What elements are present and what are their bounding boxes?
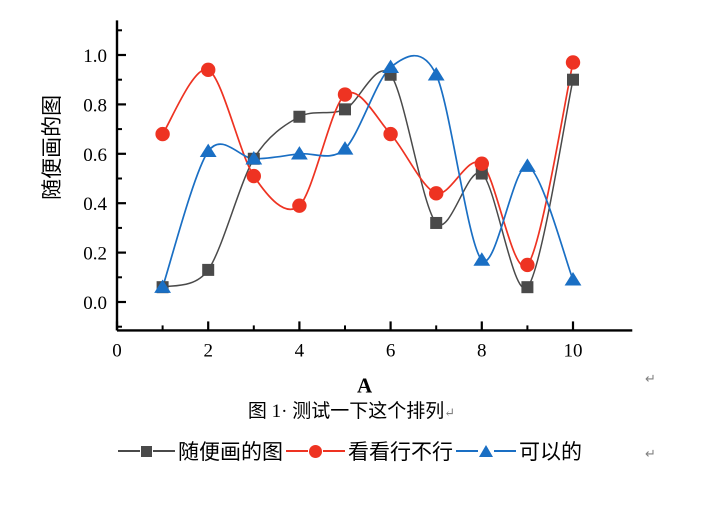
paragraph-mark-icon-2: ↵ bbox=[645, 446, 656, 461]
legend-line-series-1-right bbox=[153, 450, 175, 452]
paragraph-mark-icon-1: ↵ bbox=[645, 371, 656, 386]
data-point-s3-x1[interactable] bbox=[154, 279, 171, 293]
data-point-s3-x6[interactable] bbox=[382, 59, 399, 74]
x-tick-label: 0 bbox=[112, 340, 122, 361]
data-point-s2-x3[interactable] bbox=[246, 168, 261, 184]
legend-marker-triangle-icon bbox=[479, 445, 493, 457]
data-point-s3-x5[interactable] bbox=[336, 141, 354, 155]
data-point-s2-x9[interactable] bbox=[520, 257, 535, 273]
y-tick-label: 0.0 bbox=[83, 293, 107, 314]
legend-label-series-1: 随便画的图 bbox=[178, 440, 283, 464]
y-tick-label: 0.4 bbox=[83, 194, 107, 215]
x-tick-label: 8 bbox=[477, 340, 487, 361]
data-point-s1-x8[interactable] bbox=[475, 167, 488, 180]
legend-item-series-3[interactable]: 可以的 bbox=[456, 436, 585, 466]
legend-label-series-2: 看看行不行 bbox=[348, 440, 453, 464]
figure-caption: 图 1· 测试一下这个排列↵ bbox=[0, 396, 703, 423]
data-point-s2-x2[interactable] bbox=[201, 62, 216, 78]
data-point-s1-x2[interactable] bbox=[202, 263, 215, 276]
y-tick-label: 0.6 bbox=[83, 145, 107, 166]
data-point-s1-x5[interactable] bbox=[339, 103, 351, 116]
data-point-s3-x9[interactable] bbox=[519, 158, 536, 172]
data-point-s1-x10[interactable] bbox=[567, 73, 579, 86]
legend-line-series-3 bbox=[456, 450, 478, 452]
data-point-s2-x10[interactable] bbox=[565, 55, 581, 70]
x-tick-label: 2 bbox=[203, 340, 213, 361]
data-point-s2-x7[interactable] bbox=[429, 186, 444, 201]
data-point-s3-x8[interactable] bbox=[473, 252, 491, 266]
x-tick-label: 6 bbox=[386, 340, 396, 361]
y-tick-label: 0.2 bbox=[83, 244, 107, 265]
data-point-s1-x4[interactable] bbox=[293, 110, 306, 123]
x-tick-label: 4 bbox=[295, 340, 305, 361]
legend-line-series-3-right bbox=[494, 450, 516, 452]
y-tick-label: 1.0 bbox=[83, 46, 107, 67]
data-point-s2-x4[interactable] bbox=[292, 198, 307, 213]
y-tick-label: 0.8 bbox=[83, 95, 107, 116]
legend-line-series-2 bbox=[286, 450, 308, 452]
x-tick-label: 10 bbox=[564, 340, 583, 361]
data-point-s1-x7[interactable] bbox=[430, 216, 443, 229]
data-point-s3-x3[interactable] bbox=[245, 151, 263, 165]
data-point-s2-x6[interactable] bbox=[383, 126, 398, 142]
series-line-3 bbox=[161, 54, 574, 289]
y-axis-title: 随便画的图 bbox=[40, 95, 64, 200]
legend-line-series-1 bbox=[118, 450, 140, 452]
data-point-s2-x5[interactable] bbox=[337, 87, 353, 102]
figure-caption-text: 图 1· 测试一下这个排列 bbox=[247, 401, 445, 422]
data-point-s3-x4[interactable] bbox=[291, 146, 308, 160]
caption-paragraph-mark: ↵ bbox=[444, 405, 456, 420]
legend-marker-square-icon bbox=[141, 445, 152, 457]
data-point-s3-x7[interactable] bbox=[427, 67, 445, 81]
data-point-s3-x2[interactable] bbox=[199, 143, 217, 158]
legend-line-series-2-right bbox=[323, 450, 345, 452]
legend-label-series-3: 可以的 bbox=[519, 440, 582, 464]
data-point-s1-x9[interactable] bbox=[521, 281, 534, 294]
data-point-s2-x1[interactable] bbox=[155, 126, 170, 142]
data-point-s3-x10[interactable] bbox=[564, 272, 582, 286]
legend-marker-circle-icon bbox=[309, 444, 322, 458]
data-point-s2-x8[interactable] bbox=[474, 156, 489, 171]
legend-item-series-1[interactable]: 随便画的图 bbox=[118, 436, 286, 466]
chart-legend: 随便画的图 看看行不行 可以的 bbox=[0, 436, 703, 466]
x-axis-title: A bbox=[357, 373, 373, 397]
legend-item-series-2[interactable]: 看看行不行 bbox=[286, 436, 456, 466]
